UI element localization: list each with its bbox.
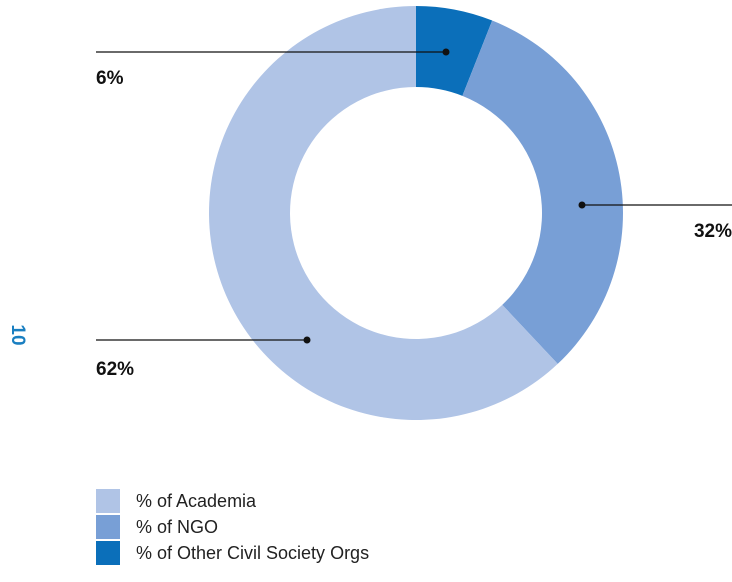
leader-dot-0	[442, 48, 450, 56]
data-label-1: 32%	[694, 221, 732, 242]
legend-label-other-cso: % of Other Civil Society Orgs	[136, 542, 370, 563]
legend-item-other-cso: % of Other Civil Society Orgs	[96, 540, 369, 566]
slice-of-ngo	[462, 20, 623, 364]
data-label-0: 6%	[96, 68, 124, 89]
page-number: 10	[7, 324, 28, 346]
leader-dot-1	[578, 201, 586, 209]
leader-dot-2	[303, 336, 311, 344]
legend-label-academia: % of Academia	[136, 490, 257, 511]
legend-item-ngo: % of NGO	[96, 514, 369, 540]
data-label-2: 62%	[96, 359, 134, 380]
legend-item-academia: % of Academia	[96, 488, 369, 514]
legend-label-ngo: % of NGO	[136, 516, 219, 537]
donut-chart: 6% 32% 62%	[96, 6, 732, 421]
slice-of-other-civil-society-orgs	[416, 6, 493, 96]
legend-swatch-academia	[96, 489, 120, 513]
legend: % of Academia % of NGO % of Other Civil …	[96, 488, 369, 566]
legend-swatch-other-cso	[96, 541, 120, 565]
slice-of-academia	[208, 6, 558, 421]
legend-swatch-ngo	[96, 515, 120, 539]
